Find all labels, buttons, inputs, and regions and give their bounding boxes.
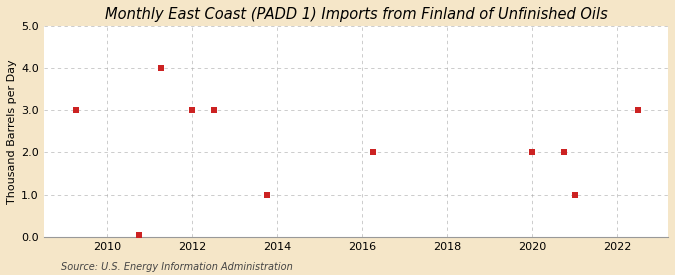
Point	[134, 232, 144, 237]
Point	[526, 150, 537, 155]
Point	[261, 192, 272, 197]
Text: Source: U.S. Energy Information Administration: Source: U.S. Energy Information Administ…	[61, 262, 292, 272]
Point	[633, 108, 644, 112]
Y-axis label: Thousand Barrels per Day: Thousand Barrels per Day	[7, 59, 17, 204]
Point	[569, 192, 580, 197]
Point	[70, 108, 81, 112]
Point	[559, 150, 570, 155]
Title: Monthly East Coast (PADD 1) Imports from Finland of Unfinished Oils: Monthly East Coast (PADD 1) Imports from…	[105, 7, 608, 22]
Point	[208, 108, 219, 112]
Point	[155, 66, 166, 70]
Point	[367, 150, 378, 155]
Point	[187, 108, 198, 112]
